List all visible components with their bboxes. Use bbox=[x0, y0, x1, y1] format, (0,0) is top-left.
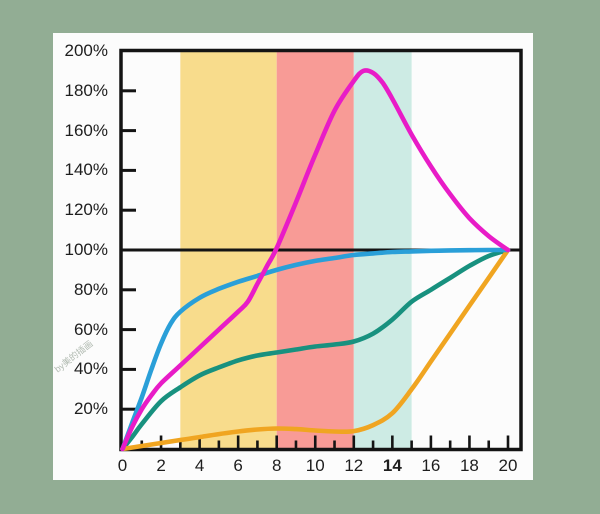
x-axis-label: 0 bbox=[117, 456, 128, 475]
x-axis-label: 14 bbox=[382, 456, 402, 475]
orange-curve-line bbox=[120, 247, 511, 452]
y-axis-label: 140% bbox=[64, 160, 108, 180]
y-axis-label: 80% bbox=[73, 279, 108, 299]
y-axis-label: 120% bbox=[64, 200, 108, 220]
y-axis-label: 180% bbox=[64, 80, 108, 100]
y-axis-label: 160% bbox=[64, 120, 108, 140]
y-axis-label: 40% bbox=[73, 359, 108, 379]
blue-curve-line bbox=[120, 247, 511, 452]
x-axis-label: 12 bbox=[344, 456, 364, 475]
y-axis-label: 200% bbox=[64, 41, 108, 60]
x-axis-label: 8 bbox=[271, 456, 282, 475]
y-axis-label: 60% bbox=[73, 319, 108, 339]
y-axis-label: 100% bbox=[64, 240, 108, 259]
x-axis-label: 2 bbox=[156, 456, 166, 475]
x-axis-label: 16 bbox=[421, 456, 441, 475]
magenta-curve-line bbox=[120, 68, 511, 452]
x-axis-label: 10 bbox=[305, 456, 325, 475]
x-axis-label: 4 bbox=[194, 456, 205, 475]
teal-curve-line bbox=[120, 247, 511, 452]
x-axis-label: 20 bbox=[498, 456, 518, 475]
y-axis-label: 20% bbox=[73, 399, 108, 419]
x-axis-label: 6 bbox=[233, 456, 243, 475]
x-axis-label: 18 bbox=[459, 456, 479, 475]
